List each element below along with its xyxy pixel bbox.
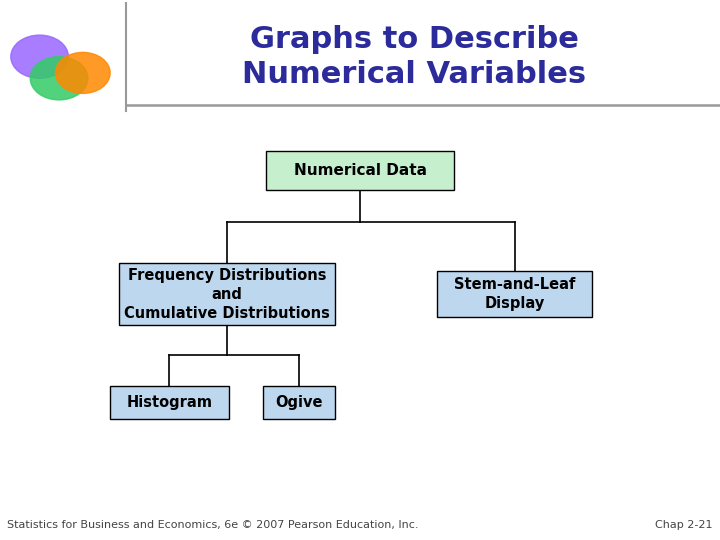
FancyBboxPatch shape	[109, 386, 229, 419]
FancyBboxPatch shape	[263, 386, 335, 419]
Text: Stem-and-Leaf
Display: Stem-and-Leaf Display	[454, 277, 575, 312]
Text: Graphs to Describe
Numerical Variables: Graphs to Describe Numerical Variables	[242, 25, 586, 89]
Circle shape	[30, 57, 88, 100]
Text: Numerical Data: Numerical Data	[294, 163, 426, 178]
Text: Chap 2-21: Chap 2-21	[655, 520, 713, 530]
FancyBboxPatch shape	[119, 263, 335, 325]
Circle shape	[55, 52, 110, 93]
Circle shape	[11, 35, 68, 78]
Text: Ogive: Ogive	[275, 395, 323, 410]
FancyBboxPatch shape	[438, 271, 592, 317]
Text: Statistics for Business and Economics, 6e © 2007 Pearson Education, Inc.: Statistics for Business and Economics, 6…	[7, 520, 419, 530]
Text: Frequency Distributions
and
Cumulative Distributions: Frequency Distributions and Cumulative D…	[124, 268, 330, 321]
Text: Histogram: Histogram	[126, 395, 212, 410]
FancyBboxPatch shape	[266, 151, 454, 190]
